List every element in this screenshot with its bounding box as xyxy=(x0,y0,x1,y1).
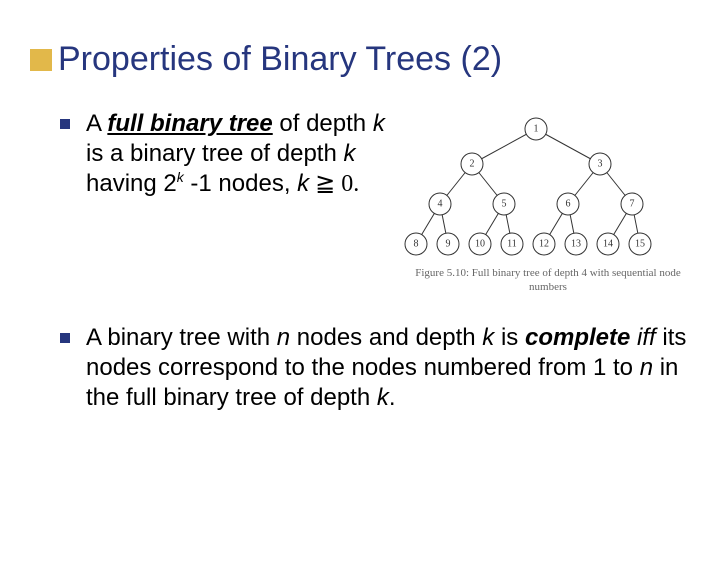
frag: is a binary tree of depth xyxy=(86,140,343,167)
bullet-2: A binary tree with n nodes and depth k i… xyxy=(60,323,700,413)
frag xyxy=(630,324,637,351)
frag-sup: k xyxy=(177,169,184,185)
svg-text:9: 9 xyxy=(446,239,451,250)
frag: k xyxy=(297,170,309,197)
svg-text:5: 5 xyxy=(502,199,507,210)
svg-text:6: 6 xyxy=(566,199,571,210)
frag: nodes and depth xyxy=(290,324,482,351)
svg-text:2: 2 xyxy=(470,159,475,170)
slide-content: A full binary tree of depth k is a binar… xyxy=(60,109,700,413)
svg-text:3: 3 xyxy=(598,159,603,170)
frag: ≧ 0. xyxy=(309,171,359,197)
svg-text:8: 8 xyxy=(414,239,419,250)
tree-diagram: 123456789101112131415 Figure 5.10: Full … xyxy=(396,109,700,295)
svg-text:14: 14 xyxy=(603,239,613,250)
svg-text:15: 15 xyxy=(635,239,645,250)
bullet-square-icon xyxy=(60,333,70,343)
frag: complete xyxy=(525,324,630,351)
frag: . xyxy=(389,384,396,411)
bullet-1: A full binary tree of depth k is a binar… xyxy=(60,109,700,295)
diagram-caption: Figure 5.10: Full binary tree of depth 4… xyxy=(396,267,700,295)
frag: k xyxy=(343,140,355,167)
frag: n xyxy=(640,354,653,381)
title-accent-square xyxy=(30,49,52,71)
slide-title: Properties of Binary Trees (2) xyxy=(58,40,502,79)
svg-text:10: 10 xyxy=(475,239,485,250)
frag: k xyxy=(482,324,494,351)
frag: A xyxy=(86,110,107,137)
slide-title-bar: Properties of Binary Trees (2) xyxy=(30,40,720,79)
bullet-square-icon xyxy=(60,119,70,129)
bullet-1-text: A full binary tree of depth k is a binar… xyxy=(86,109,390,199)
frag: k xyxy=(373,110,385,137)
full-binary-tree-svg: 123456789101112131415 xyxy=(396,109,676,259)
svg-text:11: 11 xyxy=(507,239,517,250)
frag: -1 nodes, xyxy=(184,170,297,197)
frag: full binary tree xyxy=(107,110,272,137)
svg-text:1: 1 xyxy=(534,124,539,135)
svg-text:13: 13 xyxy=(571,239,581,250)
frag: is xyxy=(494,324,525,351)
frag: A binary tree with xyxy=(86,324,277,351)
frag: n xyxy=(277,324,290,351)
svg-text:4: 4 xyxy=(438,199,443,210)
frag: iff xyxy=(637,324,656,351)
frag: of depth xyxy=(273,110,373,137)
frag: k xyxy=(377,384,389,411)
bullet-2-text: A binary tree with n nodes and depth k i… xyxy=(86,323,700,413)
svg-text:7: 7 xyxy=(630,199,635,210)
svg-text:12: 12 xyxy=(539,239,549,250)
frag: having 2 xyxy=(86,170,177,197)
